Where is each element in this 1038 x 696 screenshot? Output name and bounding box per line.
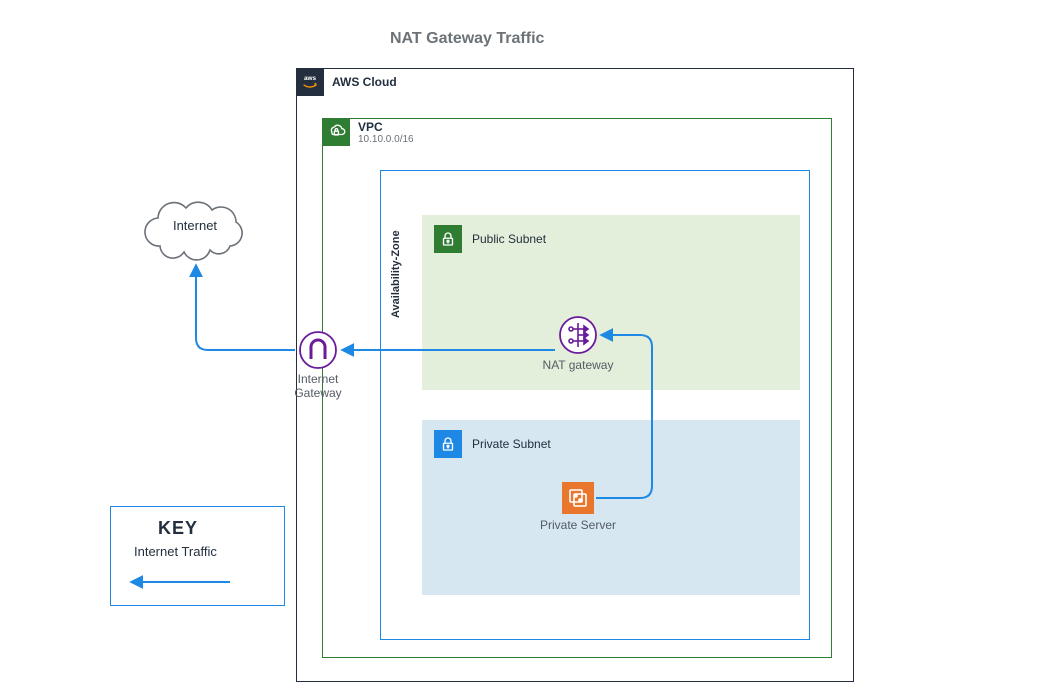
key-arrow [0, 0, 1038, 696]
